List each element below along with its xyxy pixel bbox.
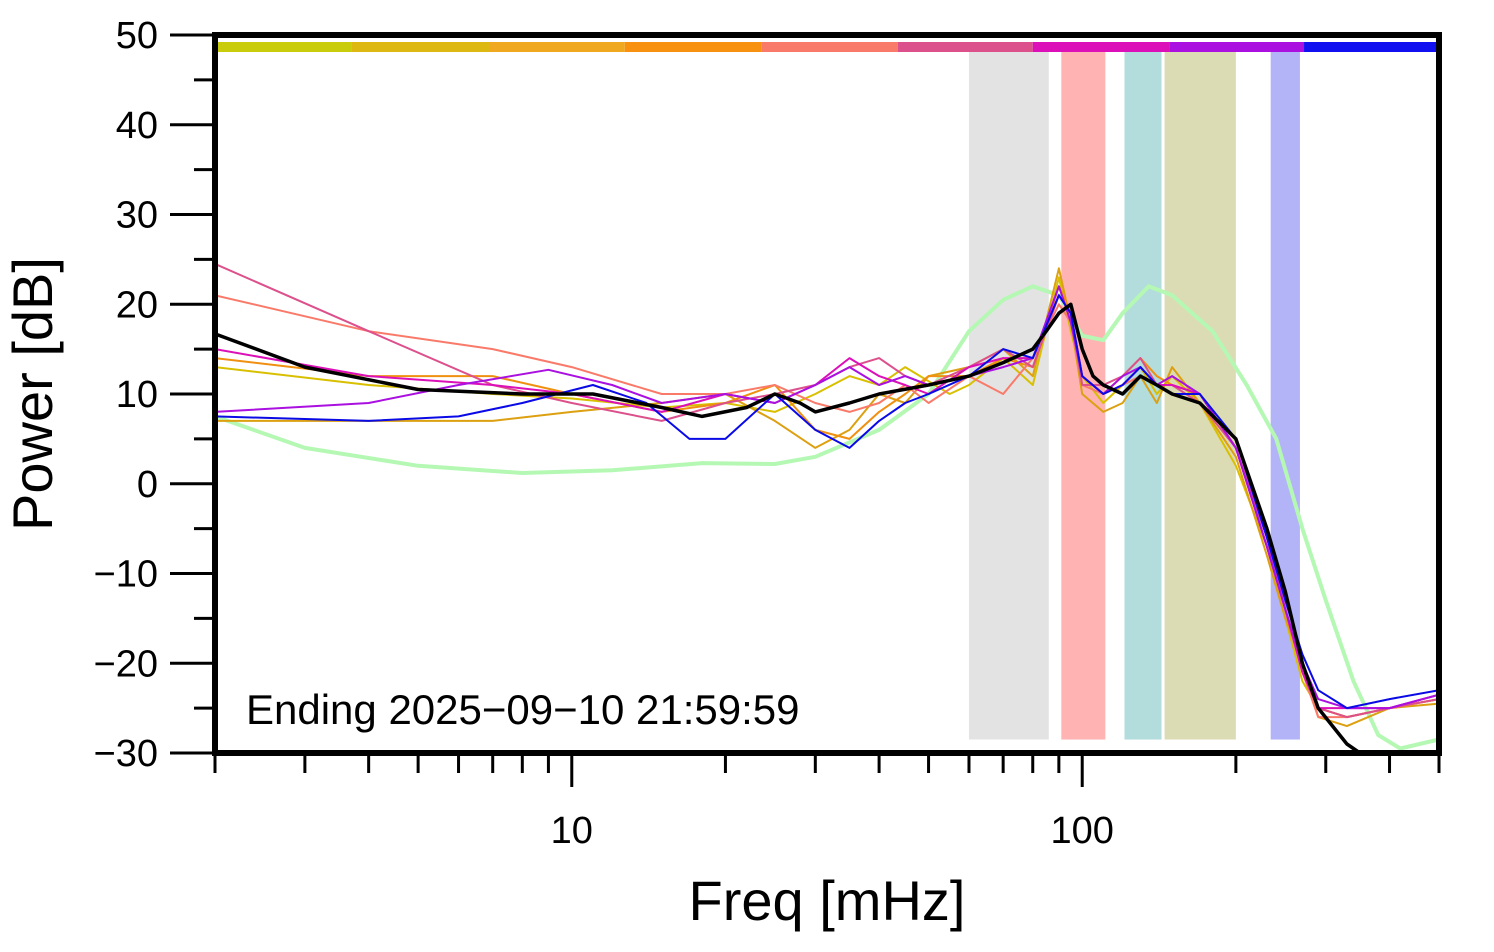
y-tick-label: 0 <box>137 464 158 506</box>
band-4 <box>1270 48 1300 740</box>
annotation-ending: Ending 2025−09−10 21:59:59 <box>246 686 800 733</box>
y-tick-label: −30 <box>94 733 158 775</box>
y-tick-label: −20 <box>94 643 158 685</box>
x-axis-title: Freq [mHz] <box>689 869 966 932</box>
series-line-8 <box>215 294 1439 710</box>
x-axis: 10 100 <box>213 753 1441 852</box>
plot-frame <box>212 32 1442 756</box>
color-bar-segment-4 <box>761 42 898 52</box>
color-bar-segment-6 <box>1032 42 1170 52</box>
y-axis: 50 40 30 20 10 0 −10 −20 −30 <box>94 15 215 775</box>
y-axis-title: Power [dB] <box>1 257 64 531</box>
x-tick-label: 100 <box>1051 810 1114 852</box>
color-bar-segment-8 <box>1304 42 1439 52</box>
y-tick-label: 30 <box>116 195 158 237</box>
series-line-2 <box>215 267 1439 728</box>
color-bar-segment-0 <box>215 42 352 52</box>
spectra-lines <box>215 262 1439 753</box>
y-tick-label: 10 <box>116 374 158 416</box>
y-tick-label: −10 <box>94 554 158 596</box>
y-tick-label: 50 <box>116 15 158 57</box>
band-0 <box>968 48 1049 740</box>
color-bar-segment-5 <box>897 42 1033 52</box>
color-bar-segment-1 <box>351 42 490 52</box>
color-bar-segment-3 <box>624 42 762 52</box>
series-line-7 <box>215 285 1439 710</box>
y-tick-label: 20 <box>116 284 158 326</box>
color-bar-segment-2 <box>489 42 625 52</box>
series-line-9 <box>215 302 1361 753</box>
y-tick-label: 40 <box>116 105 158 147</box>
frequency-bands <box>968 48 1300 740</box>
x-tick-label: 10 <box>551 810 593 852</box>
color-bar-segment-7 <box>1169 42 1305 52</box>
band-2 <box>1124 48 1162 740</box>
top-color-bar <box>215 42 1439 52</box>
